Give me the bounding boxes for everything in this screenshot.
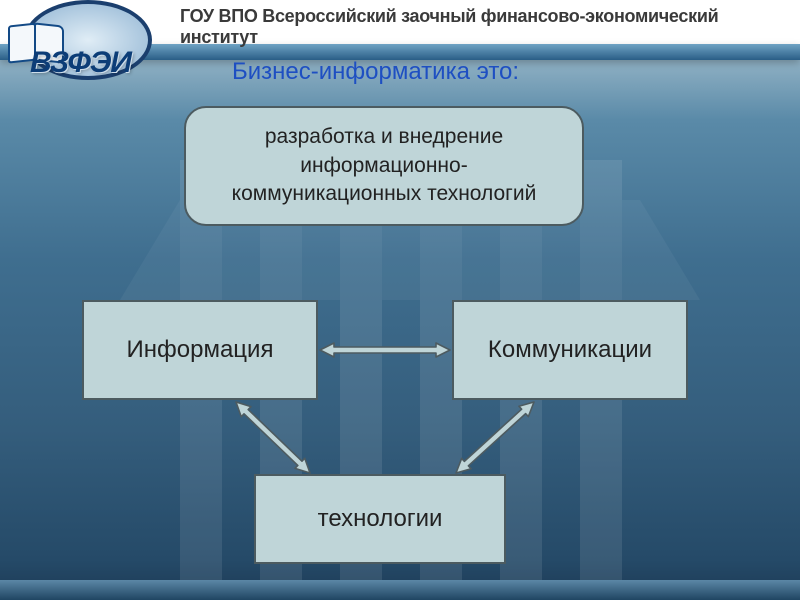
node-communication: Коммуникации xyxy=(452,300,688,400)
logo-text: ВЗФЭИ xyxy=(30,46,131,80)
node-definition-label: разработка и внедрение информационно-ком… xyxy=(208,123,560,208)
institute-name: ГОУ ВПО Всероссийский заочный финансово-… xyxy=(180,6,800,48)
footer-accent xyxy=(0,580,800,600)
page-title: Бизнес-информатика это: xyxy=(232,58,519,86)
node-information-label: Информация xyxy=(127,336,274,364)
node-technology-label: технологии xyxy=(318,505,443,533)
slide: ГОУ ВПО Всероссийский заочный финансово-… xyxy=(0,0,800,600)
node-technology: технологии xyxy=(254,474,506,564)
node-information: Информация xyxy=(82,300,318,400)
node-definition: разработка и внедрение информационно-ком… xyxy=(184,106,584,226)
node-communication-label: Коммуникации xyxy=(488,336,652,364)
institute-logo: ВЗФЭИ xyxy=(4,0,174,108)
